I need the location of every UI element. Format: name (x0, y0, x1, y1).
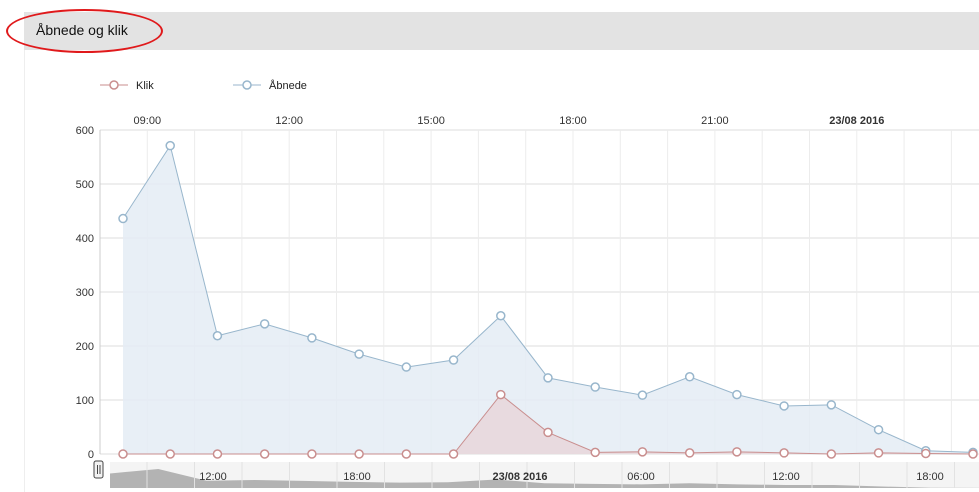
opened-series-point (307, 333, 317, 343)
legend-label: Klik (136, 80, 154, 92)
legend-marker (109, 80, 119, 90)
click-series-point (684, 448, 695, 458)
click-series-point (165, 449, 175, 459)
top-axis-tick-label: 21:00 (701, 115, 729, 127)
top-axis-tick-label: 18:00 (559, 115, 587, 127)
click-series-point (873, 448, 884, 458)
y-tick-label: 0 (88, 449, 94, 461)
panel-border (24, 50, 25, 492)
opened-series-point (543, 373, 553, 383)
y-tick-label: 400 (76, 233, 94, 245)
opened-series-point (496, 311, 506, 321)
click-series-point (496, 389, 506, 400)
opened-series-point (354, 349, 364, 359)
navigator-tick-label: 23/08 2016 (492, 471, 547, 483)
click-series-area (123, 394, 973, 454)
opened-series-point (212, 330, 223, 341)
navigator-tick-label: 18:00 (343, 471, 371, 483)
opened-series-point (448, 355, 459, 365)
opened-series-area (123, 145, 973, 454)
click-series-point (590, 447, 600, 458)
y-tick-label: 100 (76, 395, 94, 407)
navigator-handle[interactable] (93, 460, 104, 479)
opened-series-point (401, 362, 412, 372)
click-series-point (826, 449, 837, 459)
click-series-point (212, 449, 223, 459)
y-tick-label: 300 (76, 287, 94, 299)
navigator-area (110, 468, 979, 488)
click-series-point (921, 448, 931, 459)
opened-series-point (118, 213, 128, 224)
y-tick-label: 500 (76, 179, 94, 191)
legend-label: Åbnede (269, 79, 307, 92)
opened-series-point (732, 389, 742, 400)
opened-series-point (779, 401, 789, 411)
top-axis-tick-label: 12:00 (275, 115, 303, 127)
click-series-point (354, 449, 364, 459)
navigator-tick-label: 12:00 (199, 471, 227, 483)
click-series-point (779, 448, 789, 458)
opened-series-point (873, 424, 884, 435)
highlight-annotation (6, 9, 163, 53)
click-series-point (448, 449, 459, 459)
click-series-point (401, 449, 412, 459)
click-series-point (968, 449, 978, 459)
opened-series-point (826, 400, 837, 410)
opened-series-point (684, 372, 695, 382)
click-series-point (259, 449, 270, 459)
click-series-point (543, 427, 553, 438)
navigator-tick-label: 12:00 (772, 471, 800, 483)
top-axis-tick-label: 09:00 (134, 115, 162, 127)
click-series-point (307, 449, 317, 459)
y-tick-label: 200 (76, 341, 94, 353)
panel-header (24, 12, 979, 50)
click-series-point (118, 449, 128, 459)
y-tick-label: 600 (76, 125, 94, 137)
click-series-point (732, 447, 742, 457)
legend-marker (242, 80, 252, 90)
top-axis-tick-label: 23/08 2016 (829, 115, 884, 127)
opened-series-point (165, 140, 175, 151)
click-series-point (637, 447, 648, 457)
opened-series-point (590, 382, 600, 392)
navigator-tick-label: 18:00 (916, 471, 944, 483)
opened-series-point (637, 390, 648, 400)
top-axis-tick-label: 15:00 (417, 115, 445, 127)
opened-series-point (259, 319, 270, 329)
navigator-tick-label: 06:00 (627, 471, 655, 483)
